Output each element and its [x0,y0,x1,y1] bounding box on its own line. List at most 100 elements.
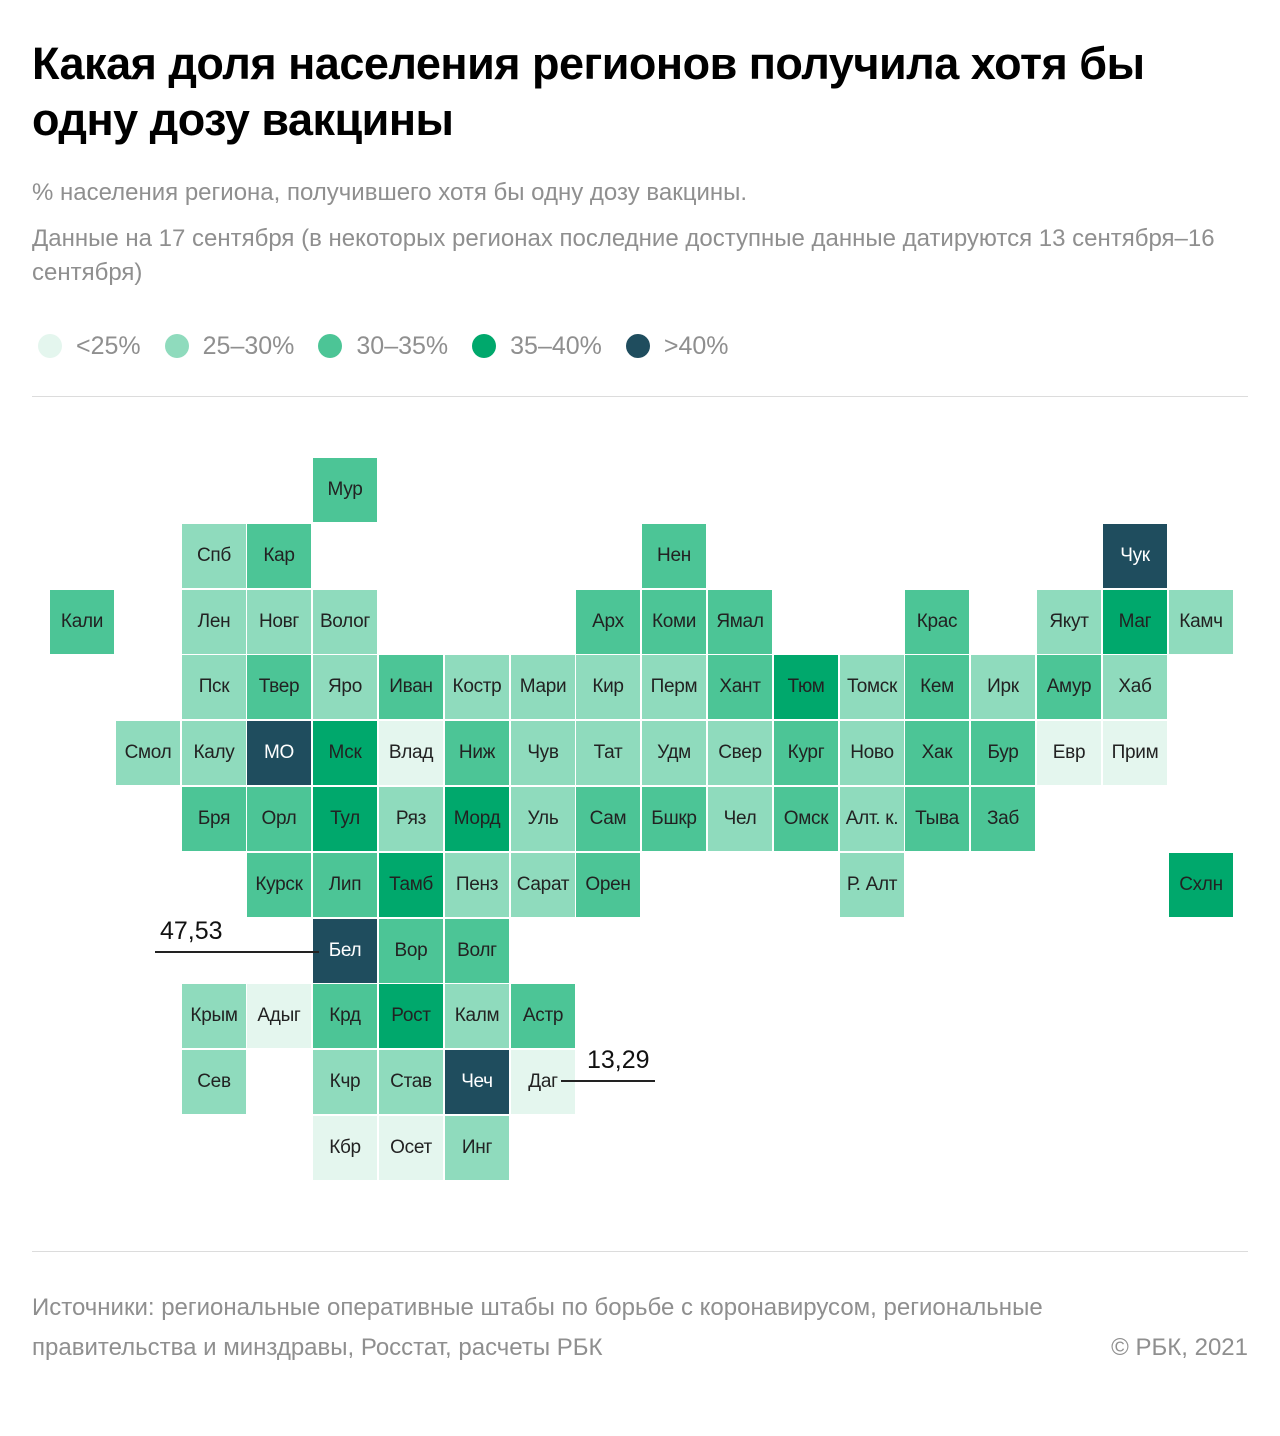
region-tile: Влад [379,721,443,785]
legend-label: 25–30% [202,331,295,360]
region-tile: Яро [313,655,377,719]
region-tile: Евр [1037,721,1101,785]
region-tile: Морд [445,787,509,851]
region-tile: Ряз [379,787,443,851]
region-tile: Ямал [708,590,772,654]
legend-swatch [164,334,189,358]
legend-swatch [38,334,62,358]
region-tile: Чув [511,721,575,785]
legend-label: 35–40% [510,331,602,360]
region-tile: Тат [576,721,640,785]
region-tile: Калу [182,721,246,785]
region-tile: Якут [1037,590,1101,654]
region-tile: Пск [182,655,246,719]
legend-item: >40% [620,332,729,361]
legend-swatch [625,334,650,358]
region-tile: Бря [182,787,246,851]
region-tile: Сарат [511,853,575,917]
region-tile: Сев [182,1050,246,1114]
region-tile: Перм [642,655,706,719]
region-tile: Хант [708,655,772,719]
callout-value: 47,53 [160,917,223,945]
region-tile: Чеч [445,1050,509,1114]
region-tile: Тыва [905,787,969,851]
copyright: © РБК, 2021 [1111,1334,1248,1361]
region-tile: Прим [1103,721,1167,785]
region-tile: Уль [511,787,575,851]
region-tile: МО [247,721,311,785]
region-tile: Став [379,1050,443,1114]
legend: <25% 25–30% 30–35% 35–40% >40% [32,326,747,366]
legend-item: 35–40% [466,332,602,361]
region-tile: Тул [313,787,377,851]
region-tile: Адыг [247,984,311,1048]
region-tile: Кчр [313,1050,377,1114]
callout-line [155,951,319,953]
region-tile: Осет [379,1116,443,1180]
source-note: Источники: региональные оперативные штаб… [32,1294,1043,1361]
legend-label: 30–35% [356,331,449,360]
region-tile: Тюм [774,655,838,719]
region-tile: Алт. к. [840,787,904,851]
callout-value: 13,29 [587,1046,650,1074]
legend-label: >40% [663,331,729,360]
legend-item: <25% [32,332,141,361]
region-tile: Рост [379,984,443,1048]
region-tile: Томск [840,655,904,719]
region-tile: Калм [445,984,509,1048]
region-tile: Кали [50,590,114,654]
region-tile: Ново [840,721,904,785]
region-tile: Заб [971,787,1035,851]
region-tile: Чел [708,787,772,851]
top-divider [32,396,1248,397]
region-tile: Хаб [1103,655,1167,719]
region-tile: Костр [445,655,509,719]
chart-subtitle: % населения региона, получившего хотя бы… [32,179,748,206]
region-tile: Бел [313,919,377,983]
region-tile: Кург [774,721,838,785]
region-tile: Схлн [1169,853,1233,917]
region-tile: Вор [379,919,443,983]
region-tile: Пенз [445,853,509,917]
region-tile: Кем [905,655,969,719]
region-tile: Спб [182,524,246,588]
region-tile: Свер [708,721,772,785]
region-tile: Крд [313,984,377,1048]
region-tile: Хак [905,721,969,785]
region-tile: Иван [379,655,443,719]
region-tile: Кир [576,655,640,719]
region-tile: Кбр [313,1116,377,1180]
region-tile: Чук [1103,524,1167,588]
region-tile: Мск [313,721,377,785]
region-tile: Нен [642,524,706,588]
region-tile: Удм [642,721,706,785]
region-tile: Мари [511,655,575,719]
region-tile: Ирк [971,655,1035,719]
data-date-note: Данные на 17 сентября (в некоторых регио… [32,225,1215,286]
region-tile: Волг [445,919,509,983]
region-tile: Новг [247,590,311,654]
region-tile: Крым [182,984,246,1048]
region-tile: Астр [511,984,575,1048]
region-tile: Мур [313,458,377,522]
region-tile: Р. Алт [840,853,904,917]
bottom-divider [32,1251,1248,1252]
region-tile: Лен [182,590,246,654]
chart-title: Какая доля населения регионов получила х… [32,38,1145,145]
region-tile: Твер [247,655,311,719]
region-tile: Смол [116,721,180,785]
region-tile: Бшкр [642,787,706,851]
region-tile: Волог [313,590,377,654]
legend-swatch [318,334,343,358]
region-tile: Тамб [379,853,443,917]
region-tile: Лип [313,853,377,917]
region-tile: Сам [576,787,640,851]
region-tile: Маг [1103,590,1167,654]
region-tile: Бур [971,721,1035,785]
region-tile: Арх [576,590,640,654]
region-tile: Инг [445,1116,509,1180]
region-tile: Амур [1037,655,1101,719]
legend-item: 30–35% [312,332,448,361]
region-tile: Крас [905,590,969,654]
